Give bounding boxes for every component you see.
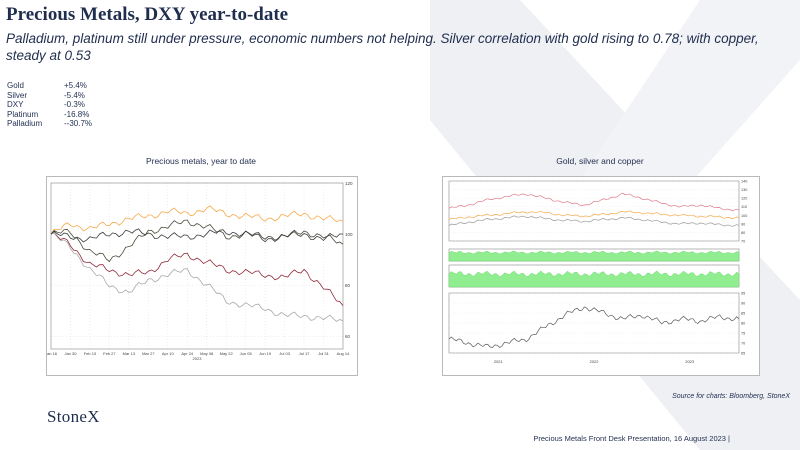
perf-row: Gold +5.4% bbox=[7, 81, 92, 91]
x-tick-label: Jun 19 bbox=[259, 351, 272, 356]
x-tick-label: Jul 03 bbox=[279, 351, 290, 356]
perf-name: Gold bbox=[7, 81, 24, 90]
y-tick-label: 90 bbox=[741, 302, 745, 306]
y-tick-label: 60 bbox=[345, 334, 351, 339]
perf-name: Palladium bbox=[7, 119, 43, 129]
y-tick-label: 65 bbox=[741, 352, 745, 356]
x-tick-label: Feb 13 bbox=[84, 351, 97, 356]
x-tick-label: Jun 05 bbox=[240, 351, 253, 356]
series-line bbox=[50, 232, 344, 306]
x-tick-label: Aug 14 bbox=[337, 351, 350, 356]
panel-frame bbox=[448, 180, 740, 242]
y-tick-label: 85 bbox=[741, 312, 745, 316]
series-line bbox=[448, 193, 740, 211]
series-line bbox=[448, 306, 740, 348]
y-tick-label: 120 bbox=[345, 181, 353, 186]
x-group-label: 2023 bbox=[685, 359, 695, 364]
y-tick-label: 75 bbox=[741, 332, 745, 336]
footer-presentation: Precious Metals Front Desk Presentation,… bbox=[533, 434, 730, 443]
series-line bbox=[50, 232, 344, 322]
right-chart-svg: 70 80 90 100 110 120 130 140 65 70 75 80 85 90 95 2021 2… bbox=[448, 180, 747, 364]
series-line bbox=[448, 210, 740, 220]
perf-value: -16.8% bbox=[64, 109, 90, 119]
y-tick-label: 100 bbox=[741, 214, 747, 218]
perf-name: DXY bbox=[7, 100, 24, 110]
x-group-label: 2023 bbox=[193, 356, 203, 361]
gold-silver-copper-chart: 70 80 90 100 110 120 130 140 65 70 75 80 85 90 95 2021 2… bbox=[442, 176, 760, 376]
x-tick-label: May 22 bbox=[220, 351, 234, 356]
y-tick-label: 110 bbox=[741, 205, 747, 209]
x-tick-label: Feb 27 bbox=[103, 351, 116, 356]
perf-row: DXY -0.3% bbox=[7, 100, 92, 110]
x-tick-label: Jan 30 bbox=[64, 351, 77, 356]
perf-row: Silver -5.4% bbox=[7, 91, 92, 101]
x-tick-label: Apr 24 bbox=[181, 351, 194, 356]
x-tick-label: Apr 10 bbox=[162, 351, 175, 356]
y-tick-label: 90 bbox=[741, 222, 745, 226]
performance-table: Gold +5.4% Silver -5.4% DXY -0.3% Platinum -… bbox=[7, 81, 92, 129]
left-chart-svg: 60 80 100 120 Jan 16 Jan 30 Feb 13 Feb 27 Mar 13… bbox=[47, 181, 353, 361]
correlation-area bbox=[448, 270, 740, 288]
y-tick-label: 95 bbox=[741, 292, 745, 296]
plot-frame bbox=[50, 182, 344, 350]
x-tick-label: Mar 27 bbox=[142, 351, 155, 356]
series-line bbox=[50, 228, 344, 243]
correlation-area bbox=[448, 250, 740, 262]
x-tick-label: Jul 17 bbox=[299, 351, 310, 356]
y-tick-label: 120 bbox=[741, 197, 747, 201]
y-tick-label: 140 bbox=[741, 180, 747, 184]
perf-name: Silver bbox=[7, 90, 28, 100]
y-tick-label: 80 bbox=[741, 322, 745, 326]
x-group-label: 2021 bbox=[494, 359, 504, 364]
y-tick-label: 130 bbox=[741, 188, 747, 192]
series-line bbox=[448, 215, 740, 227]
page-subtitle: Palladium, platinum still under pressure… bbox=[6, 31, 759, 63]
x-tick-label: Jan 16 bbox=[47, 351, 58, 356]
y-tick-label: 80 bbox=[741, 231, 745, 235]
x-group-label: 2022 bbox=[590, 359, 600, 364]
y-tick-label: 100 bbox=[345, 232, 353, 237]
perf-value: --30.7% bbox=[64, 119, 93, 129]
x-tick-label: Jul 31 bbox=[318, 351, 329, 356]
precious-metals-chart: 60 80 100 120 Jan 16 Jan 30 Feb 13 Feb 27 Mar 13… bbox=[46, 176, 358, 376]
right-chart-caption: Gold, silver and copper bbox=[556, 156, 644, 166]
perf-row: Palladium --30.7% bbox=[7, 119, 92, 129]
y-tick-label: 70 bbox=[741, 240, 745, 244]
page-title: Precious Metals, DXY year-to-date bbox=[6, 4, 289, 25]
y-tick-label: 80 bbox=[345, 283, 351, 288]
perf-name: Platinum bbox=[7, 109, 39, 119]
perf-value: -5.4% bbox=[64, 90, 85, 100]
perf-row: Platinum -16.8% bbox=[7, 110, 92, 120]
stonex-logo: StoneX bbox=[47, 407, 100, 426]
series-line bbox=[50, 205, 344, 235]
perf-value: +5.4% bbox=[64, 81, 87, 90]
perf-value: -0.3% bbox=[64, 100, 85, 110]
y-tick-label: 70 bbox=[741, 342, 745, 346]
left-chart-caption: Precious metals, year to date bbox=[145, 156, 257, 166]
x-tick-label: Mar 13 bbox=[123, 351, 136, 356]
series-line bbox=[50, 219, 344, 263]
x-tick-label: May 08 bbox=[200, 351, 214, 356]
source-note: Source for charts: Bloomberg, StoneX bbox=[672, 393, 790, 400]
